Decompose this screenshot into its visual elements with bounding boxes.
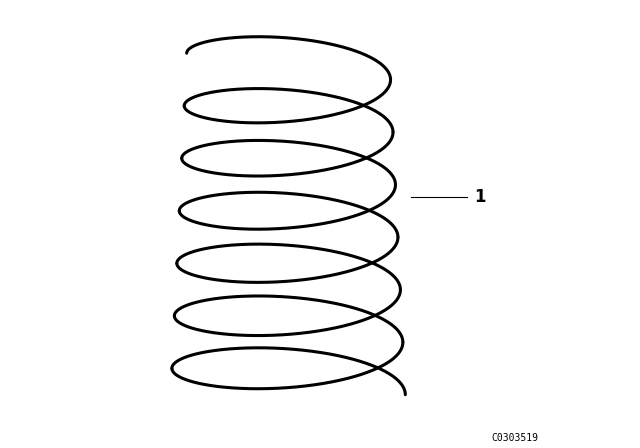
Text: 1: 1: [474, 188, 486, 207]
Text: C0303519: C0303519: [492, 433, 539, 443]
